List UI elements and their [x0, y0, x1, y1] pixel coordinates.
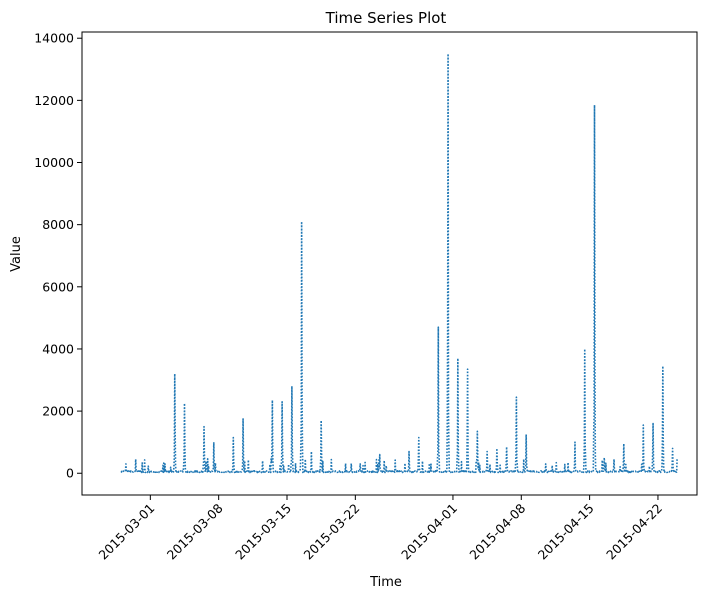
y-axis-ticks: 0 2000 4000 6000 8000 10000 12000 14000	[34, 31, 82, 481]
y-tick-label: 2000	[42, 404, 74, 419]
y-tick-label: 10000	[34, 155, 74, 170]
series-line-value	[120, 52, 679, 474]
chart-title: Time Series Plot	[325, 9, 447, 27]
plot-frame	[81, 31, 698, 496]
y-tick-label: 8000	[42, 217, 74, 232]
series-group	[120, 52, 679, 474]
x-axis-label: Time	[369, 575, 402, 590]
y-tick-label: 14000	[34, 31, 74, 46]
y-tick-label: 4000	[42, 341, 74, 356]
y-axis-label: Value	[9, 236, 24, 272]
y-tick-label: 12000	[34, 93, 74, 108]
y-tick-label: 6000	[42, 279, 74, 294]
y-tick-label: 0	[66, 466, 74, 481]
